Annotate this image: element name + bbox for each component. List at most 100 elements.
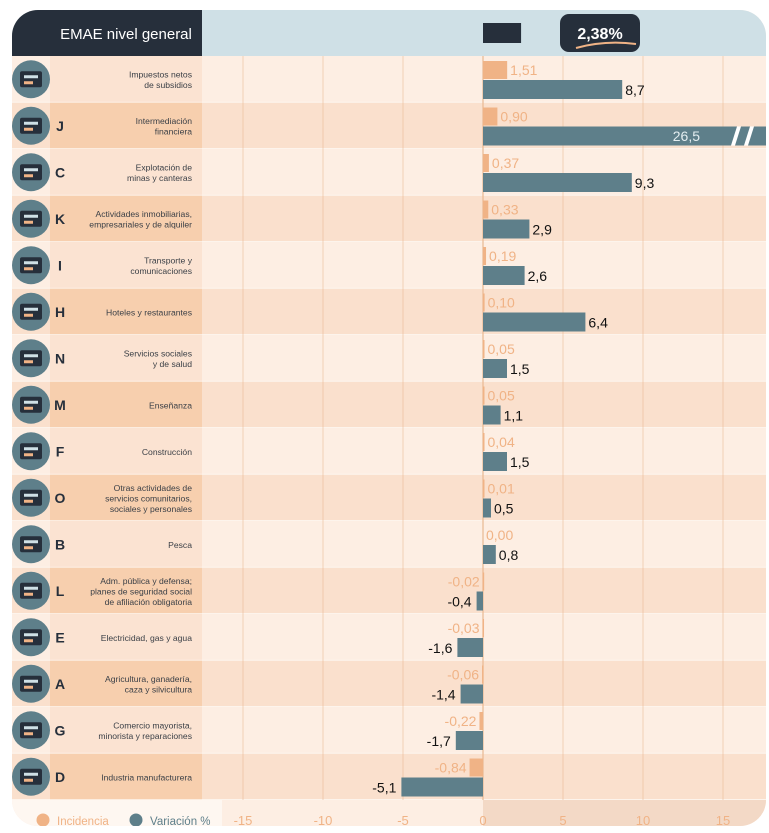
oil-pump-icon: [12, 153, 50, 192]
header-title: EMAE nivel general: [60, 26, 192, 43]
icon-detail: [24, 726, 38, 730]
row-category-label-line: comunicaciones: [130, 266, 192, 276]
row-letter: E: [55, 629, 64, 645]
incidencia-bar: [483, 247, 487, 265]
icon-shape: [20, 443, 42, 460]
row-letter: G: [55, 722, 66, 738]
fishing-icon: [12, 525, 50, 564]
incidencia-bar: [483, 107, 498, 126]
icon-shape: [20, 768, 42, 785]
row-label-cell: [50, 149, 202, 196]
row-category-label: Construcción: [142, 447, 192, 457]
x-tick-label: -10: [314, 813, 333, 828]
icon-detail: [24, 121, 38, 125]
row-label-cell: [50, 660, 202, 707]
variacion-label: 1,5: [510, 454, 530, 470]
header-title-box: [12, 10, 202, 56]
row-category-label-line: empresariales y de alquiler: [89, 220, 192, 230]
variacion-bar: [457, 638, 483, 657]
icon-detail: [24, 633, 38, 637]
row-category-label-line: Actividades inmobiliarias,: [96, 209, 192, 219]
icon-detail: [24, 168, 38, 172]
x-tick-label: 15: [716, 813, 730, 828]
variacion-bar: [455, 731, 483, 750]
legend-incidencia-swatch: [36, 813, 50, 826]
row-letter: B: [55, 536, 65, 552]
row-category-label-line: Agricultura, ganadería,: [105, 674, 192, 684]
icon-shape: [20, 582, 42, 599]
variacion-bar: [401, 777, 483, 797]
incidencia-bar: [483, 61, 508, 79]
incidencia-label: 0,10: [488, 295, 515, 311]
health-icon: [12, 339, 50, 378]
incidencia-label: -0,06: [447, 667, 479, 683]
icon-accent: [24, 732, 33, 736]
education-icon: [12, 385, 50, 424]
row-category-label-line: Transporte y: [144, 256, 193, 266]
variacion-label: 1,5: [510, 361, 530, 377]
variacion-bar: [483, 219, 530, 239]
incidencia-label: -0,84: [435, 760, 467, 776]
icon-shape: [20, 164, 42, 181]
row-category-label-line: Electricidad, gas y agua: [101, 633, 192, 643]
incidencia-label: -0,22: [445, 713, 477, 729]
icon-accent: [24, 81, 33, 85]
row-category-label-line: Explotación de: [136, 163, 193, 173]
incidencia-bar: [483, 433, 485, 451]
row-category-label-line: y de salud: [153, 359, 192, 369]
row-letter: C: [55, 164, 65, 180]
tax-icon: [12, 60, 50, 99]
row-category-label: Adm. pública y defensa; planes de segurid…: [90, 576, 192, 607]
row-category-label: Industria manufacturera: [101, 772, 192, 782]
industry-icon: [12, 757, 50, 796]
community-icon: [12, 478, 50, 517]
variacion-bar: [483, 545, 496, 564]
icon-accent: [24, 220, 33, 224]
agriculture-icon: [12, 664, 50, 703]
row-letter: L: [56, 583, 65, 599]
row-category-label-line: Servicios sociales: [124, 349, 192, 359]
incidencia-label: 0,04: [488, 434, 515, 450]
axis-break-mark: [744, 126, 754, 146]
variacion-bar: [483, 452, 507, 471]
incidencia-bar: [483, 479, 485, 498]
row-category-label: Electricidad, gas y agua: [101, 633, 192, 643]
row-category-label: Servicios sociales y de salud: [124, 349, 193, 370]
icon-detail: [24, 400, 38, 404]
variacion-bar: [483, 266, 525, 285]
hotel-icon: [12, 292, 50, 331]
row-category-label-line: minas y canteras: [127, 173, 192, 183]
incidencia-label: 0,05: [488, 388, 515, 404]
row-category-label: Impuestos netos de subsidios: [129, 70, 192, 91]
row-label-cell: [50, 381, 202, 428]
incidencia-bar: [483, 154, 489, 172]
x-tick-label: -5: [397, 813, 409, 828]
row-category-label-line: Impuestos netos: [129, 70, 192, 80]
icon-accent: [24, 499, 33, 503]
variacion-bar: [483, 498, 491, 518]
row-letter: A: [55, 676, 65, 692]
icon-accent: [24, 639, 33, 643]
icon-detail: [24, 493, 38, 497]
legend-incidencia-label: Incidencia: [57, 816, 109, 828]
variacion-bar: [483, 359, 507, 378]
construction-icon: [12, 432, 50, 471]
icon-detail: [24, 307, 38, 311]
row-label-cell: [50, 56, 202, 103]
incidencia-bar: [469, 758, 483, 777]
transport-icon: [12, 246, 50, 285]
row-category-label: Explotación de minas y canteras: [127, 163, 192, 184]
variacion-label: -1,7: [427, 733, 451, 749]
row-label-cell: [50, 474, 202, 521]
icon-detail: [24, 354, 38, 358]
incidencia-label: -0,03: [448, 620, 480, 636]
row-category-label: Intermediación financiera: [136, 116, 193, 137]
row-category-label-line: Hoteles y restaurantes: [106, 307, 192, 317]
icon-shape: [20, 257, 42, 274]
incidencia-bar: [483, 386, 485, 405]
row-letter: J: [56, 118, 64, 134]
row-category-label: Enseñanza: [149, 400, 192, 410]
utilities-icon: [12, 618, 50, 657]
icon-shape: [20, 675, 42, 692]
incidencia-label: 0,33: [491, 202, 518, 218]
